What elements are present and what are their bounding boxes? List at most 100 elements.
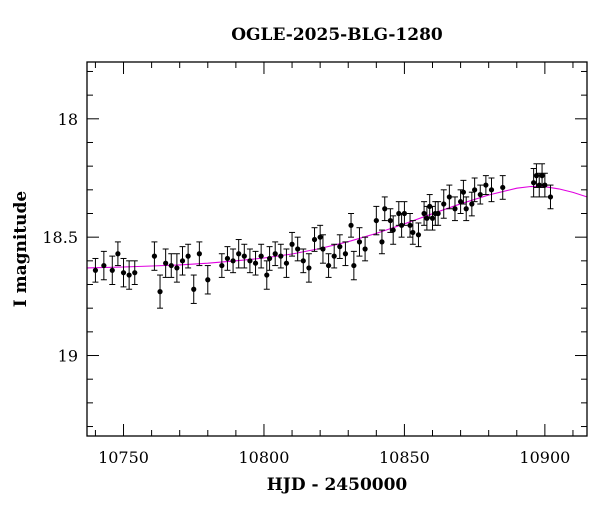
data-point-marker bbox=[379, 239, 385, 245]
data-point-marker bbox=[179, 258, 186, 264]
data-point bbox=[463, 196, 470, 222]
data-point bbox=[317, 224, 324, 250]
data-point bbox=[196, 241, 203, 267]
data-point bbox=[100, 250, 107, 281]
data-point-marker bbox=[342, 251, 349, 257]
y-tick-label: 18.5 bbox=[42, 228, 78, 247]
data-point bbox=[168, 253, 175, 278]
data-point bbox=[451, 196, 458, 222]
axis-ticks: 10750 10800 10850 10900 18 18.5 19 bbox=[42, 62, 587, 467]
data-point bbox=[230, 248, 237, 274]
data-point-marker bbox=[542, 182, 548, 188]
data-point-marker bbox=[163, 260, 169, 266]
data-point-marker bbox=[410, 229, 416, 236]
data-point bbox=[350, 250, 357, 281]
y-tick-label: 18 bbox=[58, 110, 78, 129]
data-point-marker bbox=[320, 246, 326, 252]
data-point bbox=[530, 168, 537, 198]
data-point bbox=[157, 274, 164, 309]
data-point-marker bbox=[460, 189, 467, 195]
data-point-marker bbox=[356, 239, 363, 245]
data-point-marker bbox=[185, 253, 191, 259]
data-point bbox=[289, 231, 296, 257]
data-point bbox=[252, 250, 259, 276]
data-point-marker bbox=[477, 191, 483, 198]
data-point bbox=[272, 241, 279, 267]
data-point-marker bbox=[362, 246, 368, 252]
data-point-marker bbox=[472, 187, 478, 193]
data-point-marker bbox=[452, 206, 458, 212]
data-point-marker bbox=[536, 182, 542, 188]
data-point bbox=[185, 243, 192, 269]
data-point bbox=[218, 253, 225, 278]
data-point-marker bbox=[92, 267, 99, 273]
data-point bbox=[547, 184, 554, 210]
data-point-marker bbox=[289, 241, 295, 247]
data-point-marker bbox=[132, 270, 138, 276]
data-point bbox=[204, 265, 211, 295]
data-point-marker bbox=[252, 260, 259, 266]
data-point bbox=[421, 201, 428, 226]
data-point bbox=[126, 260, 133, 290]
plot-content bbox=[87, 163, 587, 309]
data-point-marker bbox=[126, 272, 132, 278]
data-point bbox=[381, 196, 388, 222]
data-point bbox=[190, 274, 197, 304]
data-point-marker bbox=[306, 265, 312, 271]
data-point-marker bbox=[547, 194, 554, 200]
data-point-marker bbox=[266, 255, 273, 262]
x-axis-label: HJD - 2450000 bbox=[267, 475, 408, 495]
data-point bbox=[325, 253, 332, 278]
data-point-marker bbox=[539, 173, 545, 179]
data-point-marker bbox=[317, 234, 323, 240]
data-point bbox=[300, 248, 307, 274]
data-point bbox=[162, 248, 169, 278]
data-point bbox=[378, 229, 385, 255]
data-point-marker bbox=[109, 267, 115, 273]
data-point bbox=[246, 248, 253, 274]
data-point bbox=[499, 175, 506, 200]
data-point bbox=[120, 257, 127, 288]
data-point-marker bbox=[533, 173, 540, 179]
data-point-marker bbox=[120, 270, 127, 276]
data-point-marker bbox=[224, 255, 231, 262]
plot-area bbox=[87, 163, 587, 309]
data-point bbox=[387, 208, 394, 233]
data-point bbox=[151, 241, 158, 271]
data-point-marker bbox=[157, 289, 163, 295]
data-point-marker bbox=[351, 262, 357, 269]
x-tick-label: 10800 bbox=[239, 448, 290, 467]
data-point-marker bbox=[441, 201, 447, 207]
data-point bbox=[348, 212, 355, 238]
data-point-marker bbox=[469, 201, 475, 207]
data-point-marker bbox=[387, 217, 393, 224]
data-point-marker bbox=[151, 253, 158, 259]
data-point-marker bbox=[278, 253, 284, 259]
data-point bbox=[277, 243, 284, 269]
data-point-marker bbox=[483, 182, 489, 188]
data-point-marker bbox=[311, 236, 318, 243]
data-point-marker bbox=[457, 199, 464, 205]
data-point bbox=[533, 163, 540, 188]
data-point bbox=[294, 236, 301, 262]
data-point bbox=[342, 241, 349, 267]
data-point-marker bbox=[407, 222, 413, 228]
data-point-marker bbox=[205, 277, 211, 283]
data-point bbox=[468, 191, 475, 217]
data-point-marker bbox=[435, 210, 441, 217]
data-point bbox=[541, 172, 548, 198]
data-point bbox=[440, 189, 447, 219]
data-point-marker bbox=[191, 286, 197, 292]
data-point bbox=[373, 205, 380, 236]
data-point bbox=[131, 260, 138, 286]
data-point-marker bbox=[401, 210, 408, 217]
data-point bbox=[305, 253, 312, 283]
data-point-marker bbox=[429, 215, 436, 221]
data-point-marker bbox=[300, 258, 306, 264]
data-point-marker bbox=[258, 253, 264, 259]
data-point bbox=[179, 246, 186, 276]
y-tick-label: 19 bbox=[58, 347, 78, 366]
data-point-marker bbox=[325, 262, 332, 269]
data-point bbox=[536, 172, 543, 198]
data-point bbox=[283, 248, 290, 278]
